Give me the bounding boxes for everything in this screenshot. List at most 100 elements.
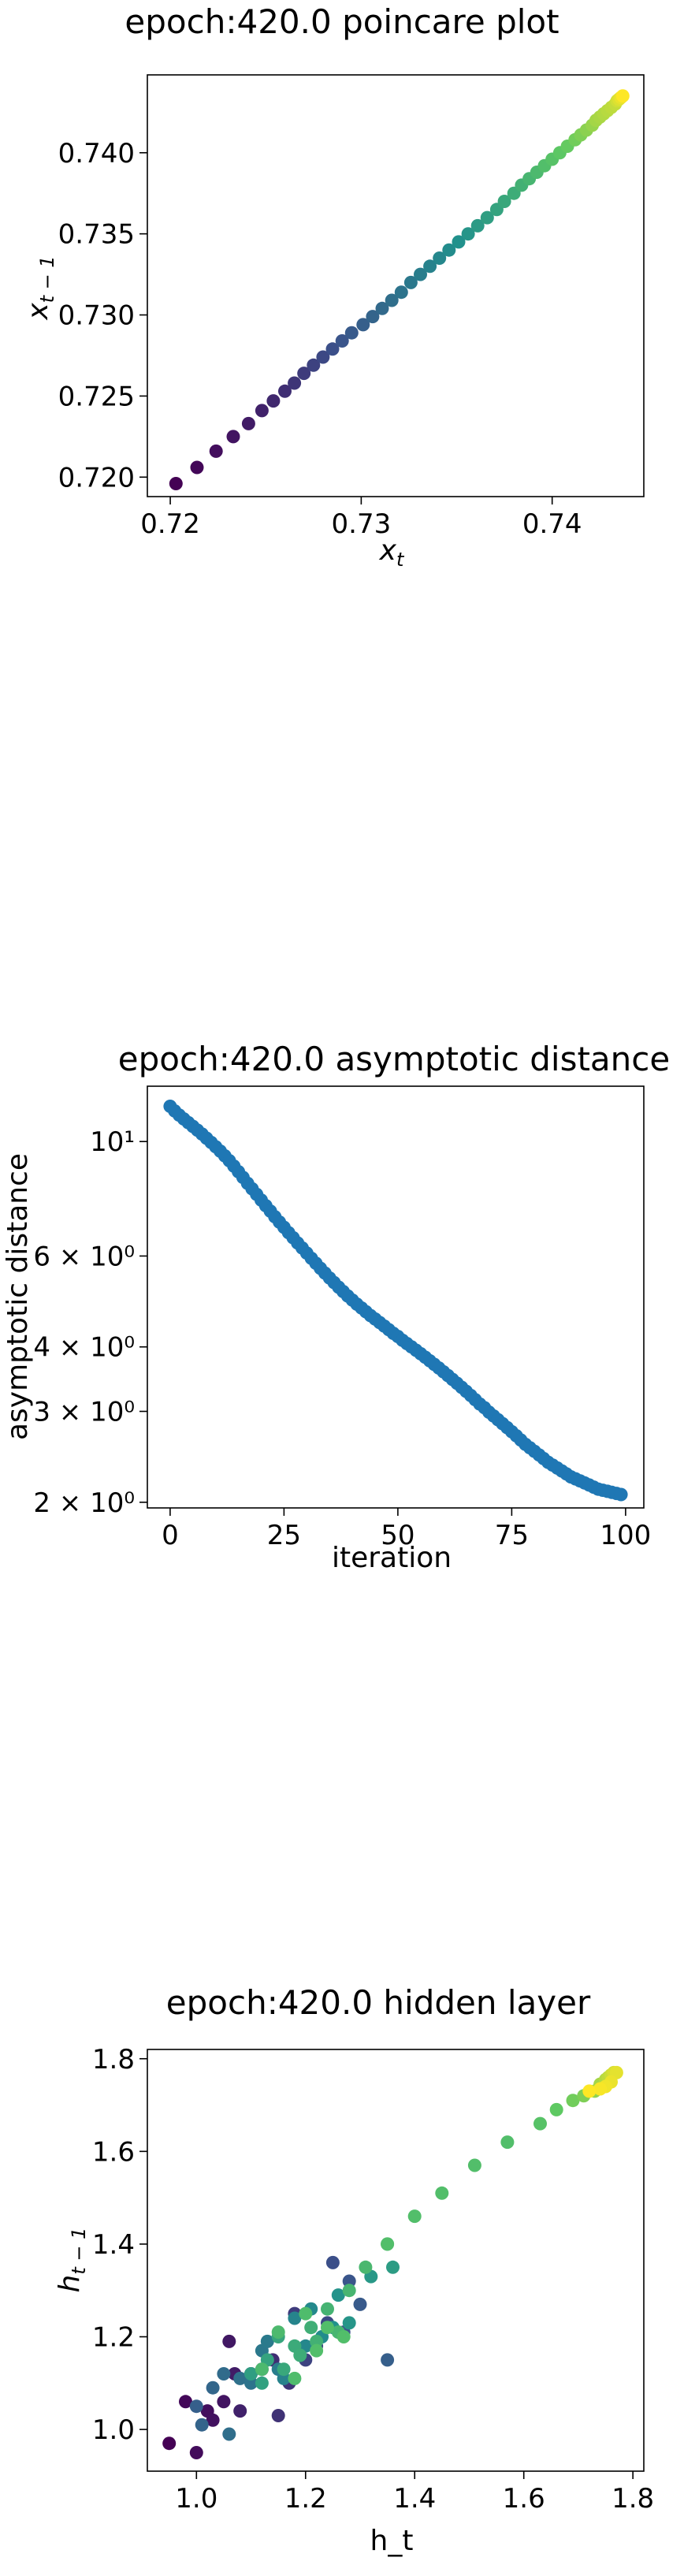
- x-axis-label: h_t: [370, 2525, 414, 2557]
- scatter-point: [366, 310, 380, 324]
- scatter-point: [381, 2353, 395, 2367]
- scatter-point: [244, 2376, 258, 2390]
- scatter-point: [299, 2306, 313, 2321]
- scatter-point: [403, 275, 418, 289]
- plot-frame: [147, 1085, 645, 1509]
- scatter-point: [336, 2330, 351, 2343]
- scatter-point: [241, 416, 255, 430]
- scatter-point: [255, 2376, 269, 2390]
- scatter-point: [414, 267, 427, 281]
- scatter-point: [288, 2311, 302, 2325]
- asymptotic-distance-chart: epoch:420.0 asymptotic distance 0 25 50 75 1…: [2, 1040, 670, 1574]
- scatter-point: [266, 394, 281, 408]
- y-tick-label: 0.720: [58, 462, 135, 493]
- scatter-point: [288, 376, 302, 390]
- scatter-point: [260, 2334, 274, 2348]
- x-tick-label: 0.72: [140, 508, 200, 540]
- y-tick-label: 1.4: [92, 2229, 135, 2261]
- chart-title: epoch:420.0 hidden layer: [166, 1983, 591, 2022]
- x-tick-label: 0.74: [522, 508, 582, 540]
- x-ticks: 0 25 50 75 100: [162, 1508, 651, 1551]
- scatter-point: [310, 2334, 324, 2348]
- scatter-point: [217, 2367, 231, 2381]
- scatter-point: [162, 2436, 177, 2451]
- scatter-point: [614, 1487, 628, 1502]
- scatter-point: [271, 2325, 285, 2340]
- scatter-point: [222, 2334, 236, 2348]
- scatter-point: [233, 2371, 247, 2385]
- y-tick-label: 1.8: [92, 2044, 135, 2075]
- x-ticks: 1.0 1.2 1.4 1.6 1.8: [175, 2471, 654, 2515]
- x-axis-label: iteration: [332, 1542, 452, 1574]
- scatter-point: [593, 2082, 608, 2096]
- scatter-point: [386, 2260, 400, 2274]
- scatter-point: [255, 2362, 269, 2377]
- scatter-point: [452, 235, 466, 249]
- scatter-point: [321, 2321, 334, 2335]
- scatter-point: [480, 210, 494, 225]
- scatter-point: [331, 2288, 345, 2302]
- scatter-point: [375, 301, 389, 315]
- x-tick-label: 1.4: [393, 2483, 436, 2515]
- scatter-point: [278, 384, 292, 398]
- scatter-point: [342, 2316, 356, 2330]
- y-tick-label: 0.725: [58, 381, 135, 412]
- chart-title: epoch:420.0 poincare plot: [125, 2, 559, 41]
- y-axis-label: xt − 1: [22, 255, 58, 320]
- scatter-point: [307, 358, 321, 372]
- scatter-point: [566, 2094, 580, 2108]
- scatter-point: [356, 318, 370, 332]
- scatter-point: [189, 2399, 203, 2414]
- scatter-point: [533, 2116, 547, 2131]
- scatter-point: [288, 2371, 302, 2385]
- scatter-point: [255, 404, 269, 418]
- x-tick-label: 75: [495, 1520, 529, 1551]
- scatter-point: [271, 2409, 285, 2422]
- x-tick-label: 100: [600, 1520, 651, 1551]
- hidden-layer-chart: epoch:420.0 hidden layer 1.0 1.2 1.4 1.6 1.8…: [54, 1983, 654, 2557]
- x-tick-label: 1.0: [175, 2483, 217, 2515]
- scatter-point: [277, 2371, 291, 2385]
- scatter-point: [325, 2255, 340, 2269]
- scatter-point: [442, 243, 456, 257]
- y-ticks: 1.0 1.2 1.4 1.6 1.8: [92, 2044, 147, 2446]
- scatter-point: [433, 251, 447, 265]
- scatter-point: [169, 477, 183, 490]
- plot-frame: [147, 2049, 645, 2472]
- scatter-point: [435, 2186, 449, 2200]
- x-tick-label: 0.73: [332, 508, 392, 540]
- scatter-point: [615, 89, 630, 103]
- chart-title: epoch:420.0 asymptotic distance: [118, 1040, 670, 1078]
- scatter-point: [209, 444, 223, 458]
- scatter-point: [179, 2395, 192, 2409]
- y-ticks: 0.720 0.725 0.730 0.735 0.740: [58, 138, 147, 493]
- scatter-point: [407, 2209, 422, 2224]
- scatter-point: [461, 227, 475, 241]
- x-axis-label: xt: [379, 534, 405, 571]
- y-tick-label: 0.740: [58, 138, 135, 169]
- y-tick-label: 0.730: [58, 300, 135, 332]
- scatter-point: [470, 218, 485, 233]
- poincare-plot-chart: epoch:420.0 poincare plot 0.72 0.73 0.74 0…: [22, 2, 645, 571]
- scatter-point: [189, 2446, 203, 2459]
- scatter-point: [423, 259, 437, 274]
- data-points: [169, 89, 630, 490]
- x-tick-label: 0: [162, 1520, 179, 1551]
- y-tick-label: 1.2: [92, 2322, 135, 2354]
- scatter-point: [217, 2395, 231, 2409]
- scatter-point: [353, 2297, 367, 2311]
- y-axis-label: asymptotic distance: [2, 1153, 34, 1440]
- y-tick-label: 2 × 10⁰: [33, 1487, 135, 1519]
- scatter-point: [321, 2302, 334, 2316]
- scatter-point: [467, 2158, 481, 2172]
- scatter-point: [381, 2237, 395, 2251]
- scatter-point: [325, 342, 340, 356]
- plot-frame: [147, 74, 645, 497]
- y-axis-label: ht − 1: [54, 2228, 90, 2293]
- scatter-point: [304, 2321, 318, 2335]
- scatter-point: [293, 2348, 307, 2362]
- scatter-point: [342, 2284, 356, 2298]
- scatter-point: [226, 430, 240, 444]
- y-tick-label: 4 × 10⁰: [33, 1332, 135, 1364]
- data-points: [162, 2065, 623, 2459]
